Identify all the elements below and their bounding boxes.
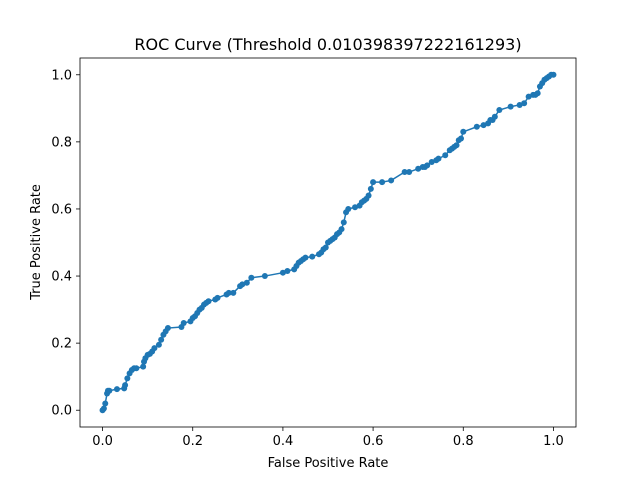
roc-point	[379, 179, 386, 186]
roc-point	[365, 192, 372, 199]
roc-point	[261, 273, 268, 280]
roc-point	[516, 101, 523, 108]
roc-point	[102, 400, 109, 407]
roc-point	[401, 169, 408, 176]
roc-point	[100, 405, 107, 412]
roc-point	[521, 100, 528, 107]
x-tick-label: 0.0	[92, 434, 113, 449]
roc-point	[164, 325, 171, 332]
roc-point	[491, 113, 498, 120]
y-tick-label: 0.8	[51, 135, 72, 150]
roc-point	[322, 244, 329, 251]
roc-point	[230, 289, 237, 296]
x-tick-label: 0.8	[453, 434, 474, 449]
roc-point	[338, 226, 345, 233]
x-tick-label: 0.6	[363, 434, 384, 449]
roc-point	[534, 90, 541, 97]
roc-point	[458, 135, 465, 142]
roc-point	[248, 274, 255, 281]
plot-area	[79, 57, 577, 428]
roc-point	[214, 294, 221, 301]
roc-point	[496, 107, 503, 113]
roc-point	[480, 122, 487, 129]
y-tick-label: 0.4	[51, 270, 72, 285]
roc-point	[428, 158, 435, 165]
roc-point	[345, 205, 352, 212]
roc-point	[550, 71, 557, 78]
y-tick-label: 0.2	[51, 337, 72, 352]
y-tick-label: 0.6	[51, 202, 72, 217]
roc-point	[442, 152, 449, 159]
roc-point	[388, 177, 395, 184]
roc-point	[424, 162, 431, 169]
roc-point	[279, 269, 286, 276]
roc-point	[243, 279, 250, 286]
x-axis-label: False Positive Rate	[268, 456, 389, 471]
roc-point	[113, 386, 120, 393]
roc-point	[302, 254, 309, 261]
roc-point	[367, 185, 374, 192]
roc-point	[473, 123, 480, 130]
x-tick-label: 1.0	[543, 434, 564, 449]
roc-point	[106, 387, 113, 394]
roc-point	[140, 363, 147, 370]
roc-point	[225, 289, 232, 296]
roc-point	[284, 268, 291, 275]
y-tick-label: 1.0	[51, 68, 72, 83]
y-axis-ticks: 0.0 0.2 0.4 0.6 0.8 1.0	[51, 68, 80, 419]
roc-point	[239, 281, 246, 288]
roc-point	[158, 336, 165, 343]
roc-point	[124, 375, 131, 382]
roc-point	[180, 320, 187, 327]
axes-frame	[79, 57, 577, 428]
roc-point	[370, 179, 377, 186]
roc-point	[507, 103, 514, 110]
roc-point	[460, 128, 467, 135]
roc-point	[309, 253, 316, 260]
roc-point	[151, 345, 158, 352]
roc-point	[122, 382, 129, 389]
x-axis-ticks: 0.0 0.2 0.4 0.6 0.8 1.0	[92, 427, 564, 449]
roc-point	[415, 165, 422, 172]
x-tick-label: 0.4	[273, 434, 294, 449]
roc-point	[406, 169, 413, 176]
roc-point	[133, 365, 140, 372]
roc-point	[435, 155, 442, 162]
roc-point	[352, 204, 359, 211]
roc-point	[453, 142, 460, 149]
roc-point	[205, 298, 212, 305]
chart-title: ROC Curve (Threshold 0.01039839722216129…	[134, 35, 521, 54]
roc-point	[155, 341, 162, 348]
y-tick-label: 0.0	[51, 404, 72, 419]
roc-point	[525, 93, 532, 100]
x-tick-label: 0.2	[182, 434, 203, 449]
y-axis-label: True Positive Rate	[29, 184, 44, 301]
roc-point	[340, 219, 347, 226]
